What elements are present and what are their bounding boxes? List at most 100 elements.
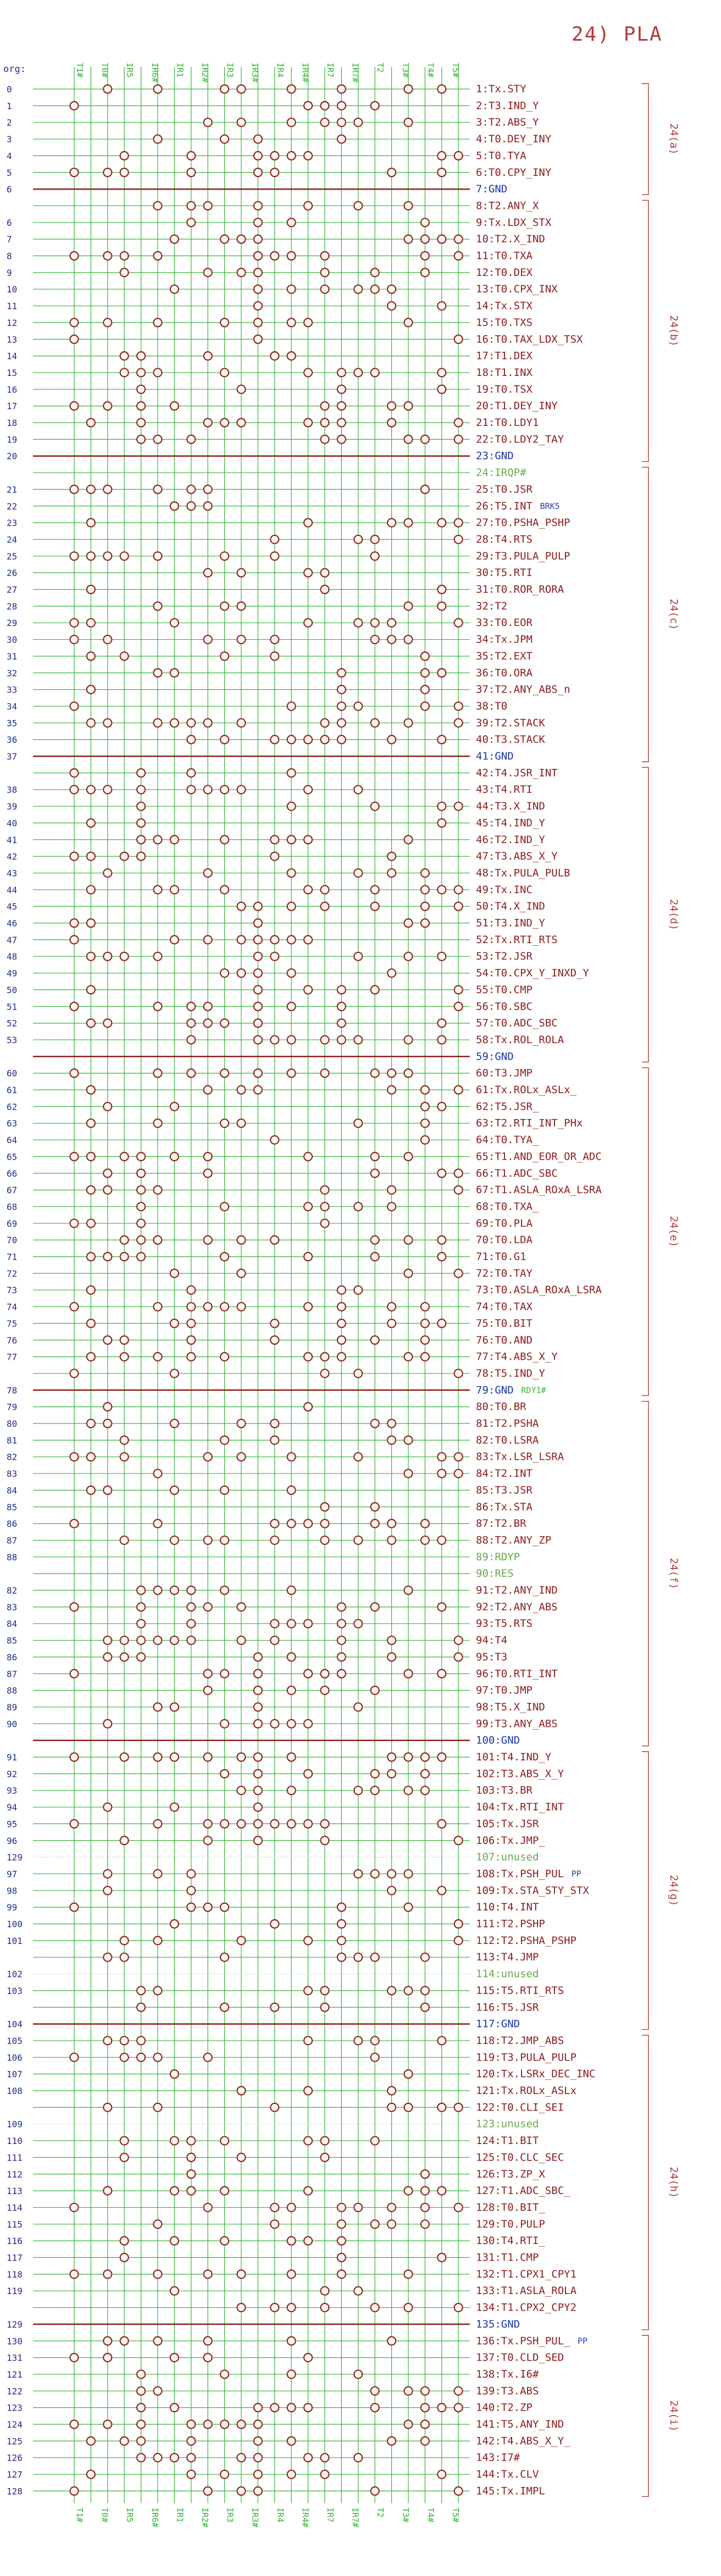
pla-node [236,1419,246,1428]
org-number: 99 [7,1902,17,1913]
pla-node [437,2186,447,2196]
pla-node [136,1235,146,1245]
pla-node [220,1535,230,1545]
pla-node [169,1419,179,1428]
pla-node [386,2436,397,2446]
pla-node [236,2453,246,2463]
org-number: 129 [7,2319,23,2330]
pla-node [370,1769,380,1779]
pla-node [253,268,263,278]
pla-node [236,2486,246,2496]
pla-node [420,1118,430,1128]
pla-node [136,1635,146,1646]
pla-node [86,1485,96,1495]
pla-node [119,2036,129,2046]
pla-node [403,1352,413,1362]
pla-node [253,951,263,961]
row-label: 83:Tx.LSR_LSRA [476,1451,564,1463]
row-label: 143:I7# [476,2452,520,2464]
pla-node [136,1218,146,1228]
row-label: 122:T0.CLI_SEI [476,2101,564,2113]
pla-node [320,101,330,110]
org-number: 111 [7,2152,23,2163]
pla-node [370,534,380,545]
pla-node [336,701,347,711]
column-header-top: T3# [401,63,411,77]
pla-node [303,2186,313,2196]
pla-node [336,84,347,94]
pla-node [437,2403,447,2413]
pla-node [453,2403,463,2413]
pla-node [453,1085,463,1095]
pla-node [420,651,430,661]
pla-node [236,384,246,394]
pla-node [220,318,230,328]
pla-node [437,2036,447,2046]
pla-node [86,1419,96,1428]
pla-node [286,2369,296,2379]
pla-node [320,1686,330,1696]
pla-node [203,1452,213,1462]
row-label: 111:T2.PSHP [476,1918,545,1930]
pla-node [353,1285,363,1295]
row-label: 9:Tx.LDX_STX [476,217,552,229]
pla-node [236,901,246,911]
pla-node [69,1602,79,1612]
pla-node [403,201,413,211]
org-number: 7 [7,234,12,245]
pla-node [136,851,146,861]
pla-node [403,1786,413,1796]
pla-node [320,735,330,745]
row-label: 82:T0.LSRA [476,1434,539,1446]
pla-node [370,801,380,811]
pla-node [386,2219,397,2229]
row-label: 129:T0.PULP [476,2218,545,2230]
row-label: 18:T1.INX [476,367,533,379]
pla-node [353,1952,363,1962]
row-label: 70:T0.LDA [476,1234,533,1246]
pla-node [153,2386,163,2396]
pla-node [453,418,463,428]
row-label: 44:T3.X_IND [476,800,545,812]
org-number: 63 [7,1118,17,1129]
pla-node [169,2403,179,2413]
column-header-top: IR2# [200,63,210,82]
row-label: 29:T3.PULA_PULP [476,550,570,562]
org-number: 37 [7,751,17,762]
pla-node [220,84,230,94]
column-header-top: IR7# [351,63,360,82]
section-bracket [642,1751,649,2030]
pla-node [119,2436,129,2446]
org-number: 31 [7,651,17,662]
pla-node [303,2453,313,2463]
pla-node [320,1535,330,1545]
pla-node [286,868,296,878]
pla-node [253,318,263,328]
pla-node [153,434,163,444]
pla-node [437,84,447,94]
row-label: 22:T0.LDY2_TAY [476,433,564,445]
pla-node [320,1369,330,1378]
pla-node [303,1669,313,1678]
pla-node [353,1035,363,1045]
pla-node [353,1452,363,1462]
pla-node [136,1619,146,1628]
row-label: 41:GND [476,750,514,762]
row-label: 141:T5.ANY_IND [476,2418,564,2430]
row-label: 37:T2.ANY_ABS_n [476,684,570,696]
row-label: 50:T4.X_IND [476,900,545,912]
pla-node [236,1235,246,1245]
pla-node [253,2419,263,2429]
pla-node [453,801,463,811]
pla-node [103,868,113,878]
row-label: 95:T3 [476,1651,507,1663]
pla-node [119,1251,129,1262]
pla-node [203,718,213,728]
pla-node [253,1819,263,1829]
row-label: 142:T4.ABS_X_Y_ [476,2435,570,2447]
pla-node [420,918,430,928]
pla-node [370,1419,380,1428]
pla-node [403,1585,413,1596]
pla-node [153,668,163,678]
pla-node [303,1402,313,1412]
